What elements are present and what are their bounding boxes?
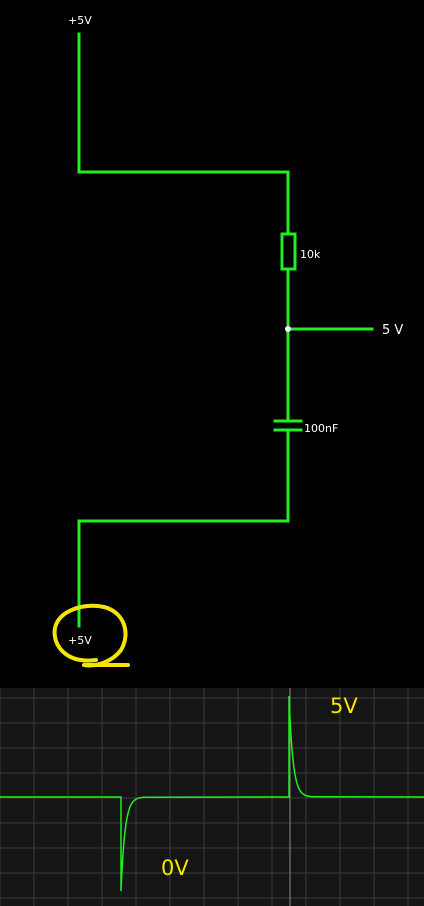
top-supply-wire [77, 32, 290, 236]
supply-bottom-label: +5V [68, 634, 92, 647]
circuit-schematic: +5V 10k 5 V 100nF +5V [52, 14, 403, 668]
resistor-label: 10k [300, 248, 321, 261]
scope-label-high: 5V [330, 694, 358, 718]
bottom-supply-wire [77, 428, 290, 628]
junction-node [285, 326, 291, 332]
supply-top-label: +5V [68, 14, 92, 27]
annotation-circle [52, 603, 130, 668]
capacitor-label: 100nF [304, 422, 338, 435]
scope-trace [0, 695, 424, 892]
resistor-symbol [280, 232, 297, 271]
scope-label-low: 0V [161, 856, 189, 880]
oscilloscope-display: 5V 0V [0, 688, 424, 906]
output-label: 5 V [382, 323, 403, 338]
